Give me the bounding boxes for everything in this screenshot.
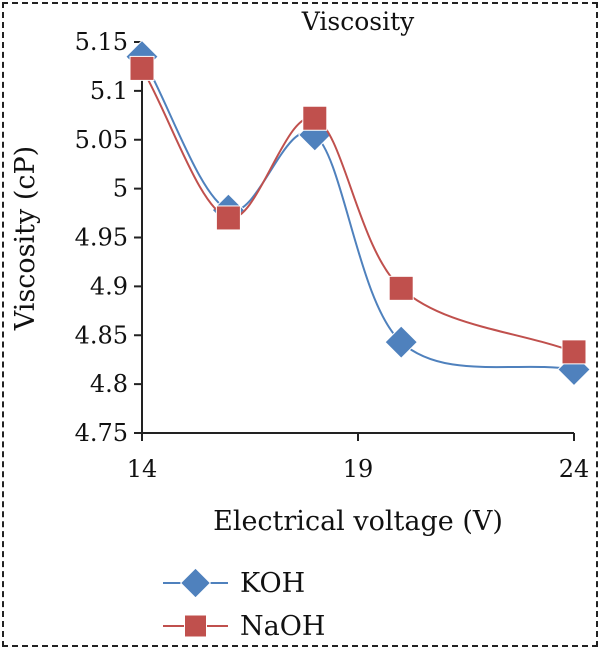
y-tick-label: 4.75: [75, 419, 128, 447]
series-line-naoh: [141, 67, 575, 353]
x-tick-label: 14: [127, 455, 158, 483]
y-tick-label: 4.8: [90, 370, 128, 398]
y-tick-label: 4.95: [75, 224, 128, 252]
legend-marker-koh: [179, 567, 212, 599]
x-tick-label: 19: [343, 455, 374, 483]
data-point-naoh: [561, 339, 587, 365]
axes: 4.75 4.8 4.85 4.9 4.95 5 5.05 5.1 5.15 14 19 24: [75, 28, 590, 483]
y-tick-label: 4.85: [75, 321, 128, 349]
y-tick-label: 4.9: [90, 272, 128, 300]
legend-label-koh: KOH: [240, 568, 305, 599]
data-point-koh: [384, 325, 419, 359]
x-axis-label: Electrical voltage (V): [213, 506, 503, 537]
y-axis-label: Viscosity (cP): [10, 146, 41, 331]
series-line-koh: [141, 56, 575, 371]
chart-title: Viscosity: [301, 7, 415, 36]
y-tick-label: 5: [113, 175, 128, 203]
data-point-naoh: [129, 55, 155, 81]
data-point-naoh: [388, 275, 414, 301]
data-point-naoh: [302, 105, 328, 131]
data-point-naoh: [215, 205, 241, 231]
legend-label-naoh: NaOH: [240, 611, 325, 642]
y-tick-label: 5.1: [90, 77, 128, 105]
series-layer: [125, 39, 591, 387]
y-tick-label: 5.05: [75, 126, 128, 154]
x-tick-label: 24: [559, 455, 590, 483]
y-tick-label: 5.15: [75, 28, 128, 56]
legend: KOH NaOH: [163, 567, 325, 642]
legend-marker-naoh: [184, 614, 207, 638]
